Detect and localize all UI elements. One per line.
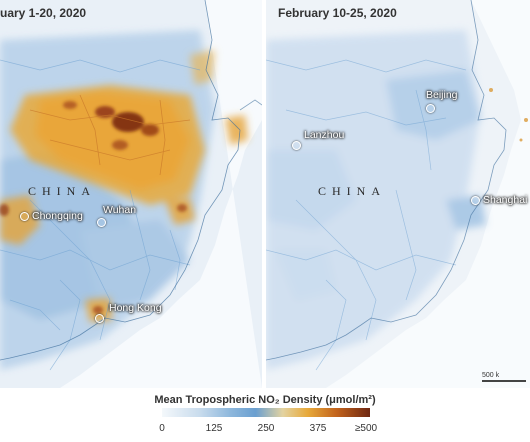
- legend-tick: 0: [159, 423, 165, 434]
- city-label: Wuhan: [103, 204, 137, 216]
- panel-title-after: February 10-25, 2020: [278, 6, 397, 20]
- city-dot-icon: [426, 104, 435, 113]
- panel-title-before: uary 1-20, 2020: [0, 6, 87, 20]
- city-marker-chongqing: Chongqing: [20, 210, 83, 222]
- scale-label: 500 k: [482, 372, 500, 379]
- legend-tick: 250: [257, 423, 275, 434]
- map-panel-after: February 10-25, 2020 CHINA Beijing Lanzh…: [266, 0, 530, 388]
- no2-map-before: [0, 0, 262, 388]
- city-dot-icon: [95, 314, 104, 323]
- city-dot-icon: [20, 211, 29, 221]
- legend-tick: 375: [309, 423, 327, 434]
- city-label: Chongqing: [32, 210, 83, 222]
- city-label: Shanghai: [483, 194, 528, 206]
- city-marker-wuhan: Wuhan: [97, 204, 137, 227]
- panel-divider: [262, 0, 266, 388]
- city-label: Beijing: [426, 89, 458, 101]
- color-legend: Mean Tropospheric NO₂ Density (μmol/m²) …: [0, 391, 530, 442]
- city-label: Hong Kong: [109, 302, 162, 314]
- legend-color-ramp: [162, 408, 370, 417]
- city-marker-shanghai: Shanghai: [471, 194, 527, 206]
- legend-title: Mean Tropospheric NO₂ Density (μmol/m²): [154, 394, 376, 406]
- city-marker-hong-kong: Hong Kong: [95, 302, 162, 323]
- city-dot-icon: [471, 195, 480, 205]
- no2-map-after: [266, 0, 530, 388]
- city-marker-beijing: Beijing: [416, 89, 458, 113]
- city-dot-icon: [97, 218, 106, 227]
- scale-bar: 500 k: [482, 372, 526, 382]
- city-dot-icon: [292, 141, 301, 150]
- legend-tick: 125: [205, 423, 223, 434]
- scale-bar-line: [482, 380, 526, 382]
- country-label-before: CHINA: [28, 184, 96, 198]
- city-marker-lanzhou: Lanzhou: [292, 129, 345, 150]
- city-label: Lanzhou: [304, 129, 345, 141]
- legend-tick: ≥500: [354, 423, 378, 434]
- map-panel-before: uary 1-20, 2020 CHINA Chongqing Wuhan Ho…: [0, 0, 262, 388]
- country-label-after: CHINA: [318, 184, 386, 198]
